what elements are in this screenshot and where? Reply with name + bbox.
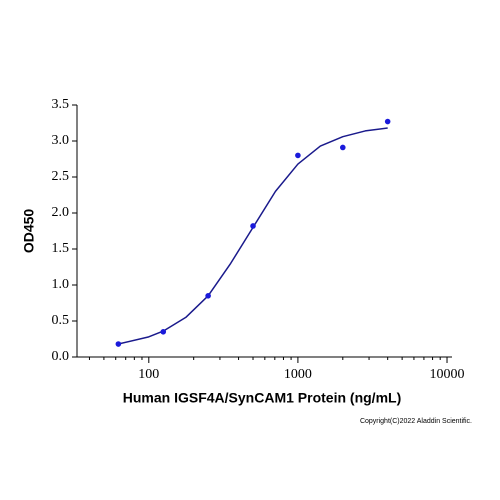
x-axis-label: Human IGSF4A/SynCAM1 Protein (ng/mL) xyxy=(123,390,401,406)
data-point xyxy=(250,223,256,229)
y-tick-label: 1.0 xyxy=(52,277,70,292)
x-tick-label: 10000 xyxy=(430,367,465,382)
data-point xyxy=(339,144,346,151)
y-axis-label: OD450 xyxy=(21,209,37,254)
data-point xyxy=(160,329,167,335)
data-point xyxy=(205,293,211,299)
y-tick-label: 1.5 xyxy=(52,241,70,256)
fit-curve xyxy=(118,127,388,345)
data-point xyxy=(384,118,391,125)
x-tick-label: 1000 xyxy=(284,367,312,382)
y-tick-label: 3.0 xyxy=(52,133,70,148)
data-point xyxy=(115,341,122,347)
y-tick-label: 3.5 xyxy=(52,97,70,112)
y-tick-label: 0.0 xyxy=(52,349,70,364)
data-point xyxy=(295,152,301,159)
y-tick-label: 0.5 xyxy=(52,313,70,328)
x-tick-label: 100 xyxy=(138,367,159,382)
y-tick-label: 2.0 xyxy=(52,205,70,220)
y-tick-label: 2.5 xyxy=(52,169,70,184)
footnote: Copyright(C)2022 Aladdin Scientific. xyxy=(360,418,472,425)
